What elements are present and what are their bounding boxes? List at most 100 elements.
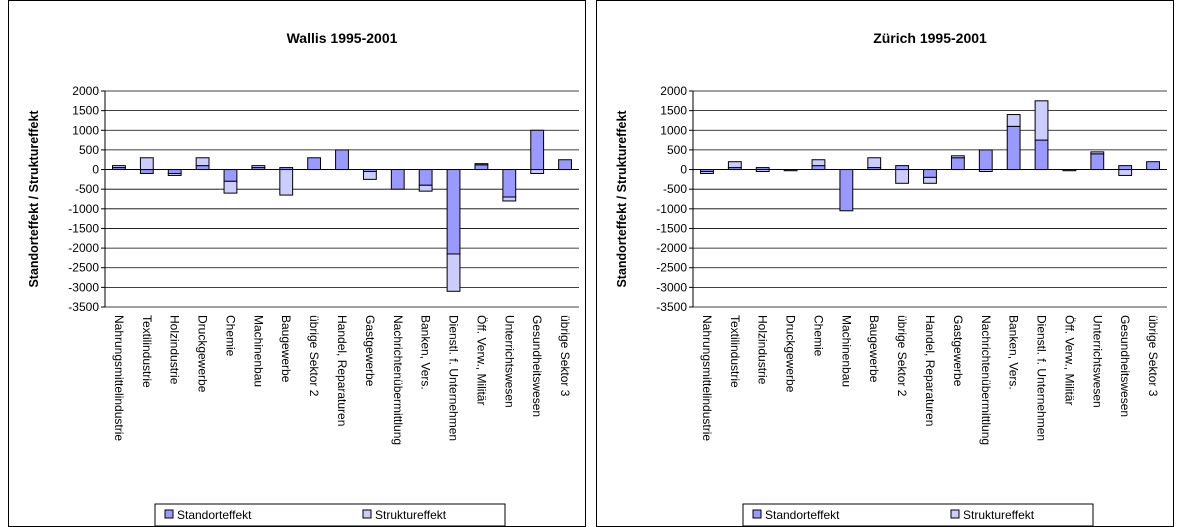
x-tick-label: Öff. Verw., Militär [1062,315,1076,405]
y-tick-label: 1000 [72,123,99,137]
y-tick-label: -1000 [68,202,99,216]
bar-struktureffekt-nahrungsmittelindustrie [112,165,126,169]
y-tick-label: 500 [667,143,687,157]
bar-standorteffekt-unterrichtswesen [502,169,517,198]
x-tick-label: Textilindustrie [728,315,742,388]
y-axis-label: Standorteffekt / Struktureffekt [615,110,629,288]
x-tick-label: Machinenbau [251,315,265,387]
bar-standorteffekt-gesundheitswesen [530,129,545,171]
y-tick-label: -2000 [656,241,687,255]
bar-struktureffekt-druckgewerbe [195,157,210,167]
y-tick-label: -500 [75,182,99,196]
x-tick-label: übrige Sektor 2 [307,315,321,397]
bar-standorteffekt-holzindustrie [167,169,182,174]
bar-standorteffekt-dienstl-f-unternehmen [446,169,461,255]
y-tick-label: -1500 [656,221,687,235]
x-tick-label: Banken, Vers. [419,315,433,390]
x-tick-label: Druckgewerbe [784,315,798,393]
bar-standorteffekt-übrige-sektor-3 [1146,161,1160,171]
x-tick-label: Baugewerbe [867,315,881,383]
x-tick-label: Holzindustrie [756,315,770,385]
x-tick-label: Gesundheitswesen [1118,315,1132,417]
x-tick-label: übrige Sektor 3 [558,315,572,397]
x-tick-label: Baugewerbe [279,315,293,383]
y-tick-label: 0 [680,163,687,177]
x-tick-label: Gastgewerbe [363,315,377,387]
bar-standorteffekt-dienstl-f-unternehmen [1034,139,1049,171]
y-tick-label: -3500 [68,300,99,314]
bar-standorteffekt-chemie [811,165,826,171]
bar-struktureffekt-holzindustrie [167,172,182,176]
bar-standorteffekt-übrige-sektor-3 [558,159,572,171]
chart-title: Zürich 1995-2001 [873,30,987,46]
bar-standorteffekt-unterrichtswesen [1090,153,1105,171]
bar-standorteffekt-übrige-sektor-2 [307,157,322,171]
y-tick-label: 1500 [660,104,687,118]
legend-label-standorteffekt: Standorteffekt [765,508,840,522]
y-tick-label: 0 [92,163,99,177]
bar-struktureffekt-nahrungsmittelindustrie [700,171,714,174]
bar-struktureffekt-banken-vers [1006,114,1021,127]
bar-standorteffekt-chemie [223,169,238,182]
bar-struktureffekt-gastgewerbe [362,171,377,180]
chart-zurich: Zürich 1995-2001 Standorteffekt / Struktu… [615,30,1167,526]
bar-struktureffekt-banken-vers [418,184,433,192]
legend-label-standorteffekt: Standorteffekt [177,508,252,522]
x-tick-label: übrige Sektor 2 [895,315,909,397]
x-tick-label: Dienstl. f. Unternehmen [447,315,461,441]
bar-struktureffekt-gesundheitswesen [530,169,545,174]
bar-standorteffekt-übrige-sektor-2 [895,165,910,171]
bar-standorteffekt-banken-vers [1006,125,1021,171]
bar-struktureffekt-baugewerbe [867,157,882,169]
y-tick-label: -2000 [68,241,99,255]
y-tick-label: 2000 [72,84,99,98]
x-tick-label: Textilindustrie [140,315,154,388]
x-tick-label: Unterrichtswesen [1090,315,1104,408]
bar-struktureffekt-übrige-sektor-2 [895,169,910,184]
x-tick-label: Öff. Verw., Militär [474,315,488,405]
y-tick-label: -1500 [68,221,99,235]
bar-struktureffekt-textilindustrie [727,161,742,169]
bar-struktureffekt-dienstl-f-unternehmen [446,253,461,292]
bar-standorteffekt-gesundheitswesen [1118,165,1133,171]
y-tick-label: 1000 [660,123,687,137]
x-tick-label: Druckgewerbe [196,315,210,393]
bar-standorteffekt-gastgewerbe [950,157,965,171]
bar-standorteffekt-öff-verw-militär [474,164,489,171]
y-tick-label: 1500 [72,104,99,118]
bar-standorteffekt-handel-reparaturen [923,169,937,178]
x-tick-label: Handel, Reparaturen [335,315,349,426]
bar-standorteffekt-textilindustrie [139,169,154,174]
y-tick-label: 500 [79,143,99,157]
legend-box [742,503,1094,526]
chart-panel-wallis: Wallis 1995-2001 Standorteffekt / Struktu… [8,0,586,527]
x-tick-label: Nachrichtenübermittlung [979,315,993,445]
chart-wallis: Wallis 1995-2001 Standorteffekt / Struktu… [27,30,579,526]
chart-title: Wallis 1995-2001 [287,30,398,46]
bar-standorteffekt-banken-vers [418,169,433,186]
legend-swatch-struktureffekt [362,509,372,519]
x-tick-label: Dienstl. f. Unternehmen [1035,315,1049,441]
bar-standorteffekt-nachrichtenübermittlung [978,149,993,171]
y-tick-label: -2500 [656,261,687,275]
legend-label-struktureffekt: Struktureffekt [375,508,447,522]
x-tick-label: Chemie [811,315,825,357]
x-tick-label: Machinenbau [839,315,853,387]
x-tick-label: Nahrungsmittelindustrie [112,315,126,441]
bar-struktureffekt-handel-reparaturen [923,176,937,184]
legend-swatch-standorteffekt [164,509,174,519]
legend-swatch-standorteffekt [752,509,762,519]
bar-standorteffekt-machinenbau [839,169,854,212]
x-tick-label: übrige Sektor 3 [1146,315,1160,397]
bar-struktureffekt-unterrichtswesen [1090,151,1105,155]
bar-struktureffekt-textilindustrie [139,157,154,171]
x-tick-label: Unterrichtswesen [502,315,516,408]
y-tick-label: -1000 [656,202,687,216]
bar-struktureffekt-chemie [223,180,238,194]
bar-struktureffekt-chemie [811,159,826,167]
bar-struktureffekt-dienstl-f-unternehmen [1034,100,1049,141]
bar-struktureffekt-gesundheitswesen [1118,169,1133,176]
bar-struktureffekt-unterrichtswesen [502,196,517,202]
x-tick-label: Chemie [223,315,237,357]
x-tick-label: Handel, Reparaturen [923,315,937,426]
